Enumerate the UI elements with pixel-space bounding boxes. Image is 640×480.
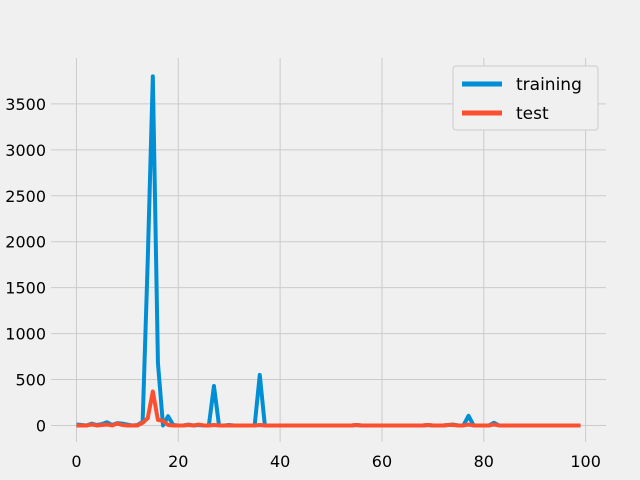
x-tick-label: 100 — [570, 452, 601, 471]
y-tick-label: 3500 — [5, 95, 46, 114]
legend: training test — [452, 65, 599, 131]
y-tick-label: 2500 — [5, 187, 46, 206]
x-tick-label: 20 — [168, 452, 188, 471]
series-layer — [76, 74, 581, 428]
y-tick-label: 3000 — [5, 141, 46, 160]
y-tick-label: 0 — [36, 416, 46, 435]
y-tick-label: 500 — [15, 371, 46, 390]
legend-label-training: training — [516, 75, 582, 95]
legend-label-test: test — [516, 104, 549, 124]
x-tick-label: 40 — [270, 452, 290, 471]
series-line-test — [76, 389, 581, 428]
x-tick-label: 60 — [372, 452, 392, 471]
x-tick-label: 80 — [474, 452, 494, 471]
y-tick-label: 2000 — [5, 233, 46, 252]
x-tick-label: 0 — [71, 452, 81, 471]
y-tick-label: 1500 — [5, 279, 46, 298]
y-tick-label: 1000 — [5, 325, 46, 344]
